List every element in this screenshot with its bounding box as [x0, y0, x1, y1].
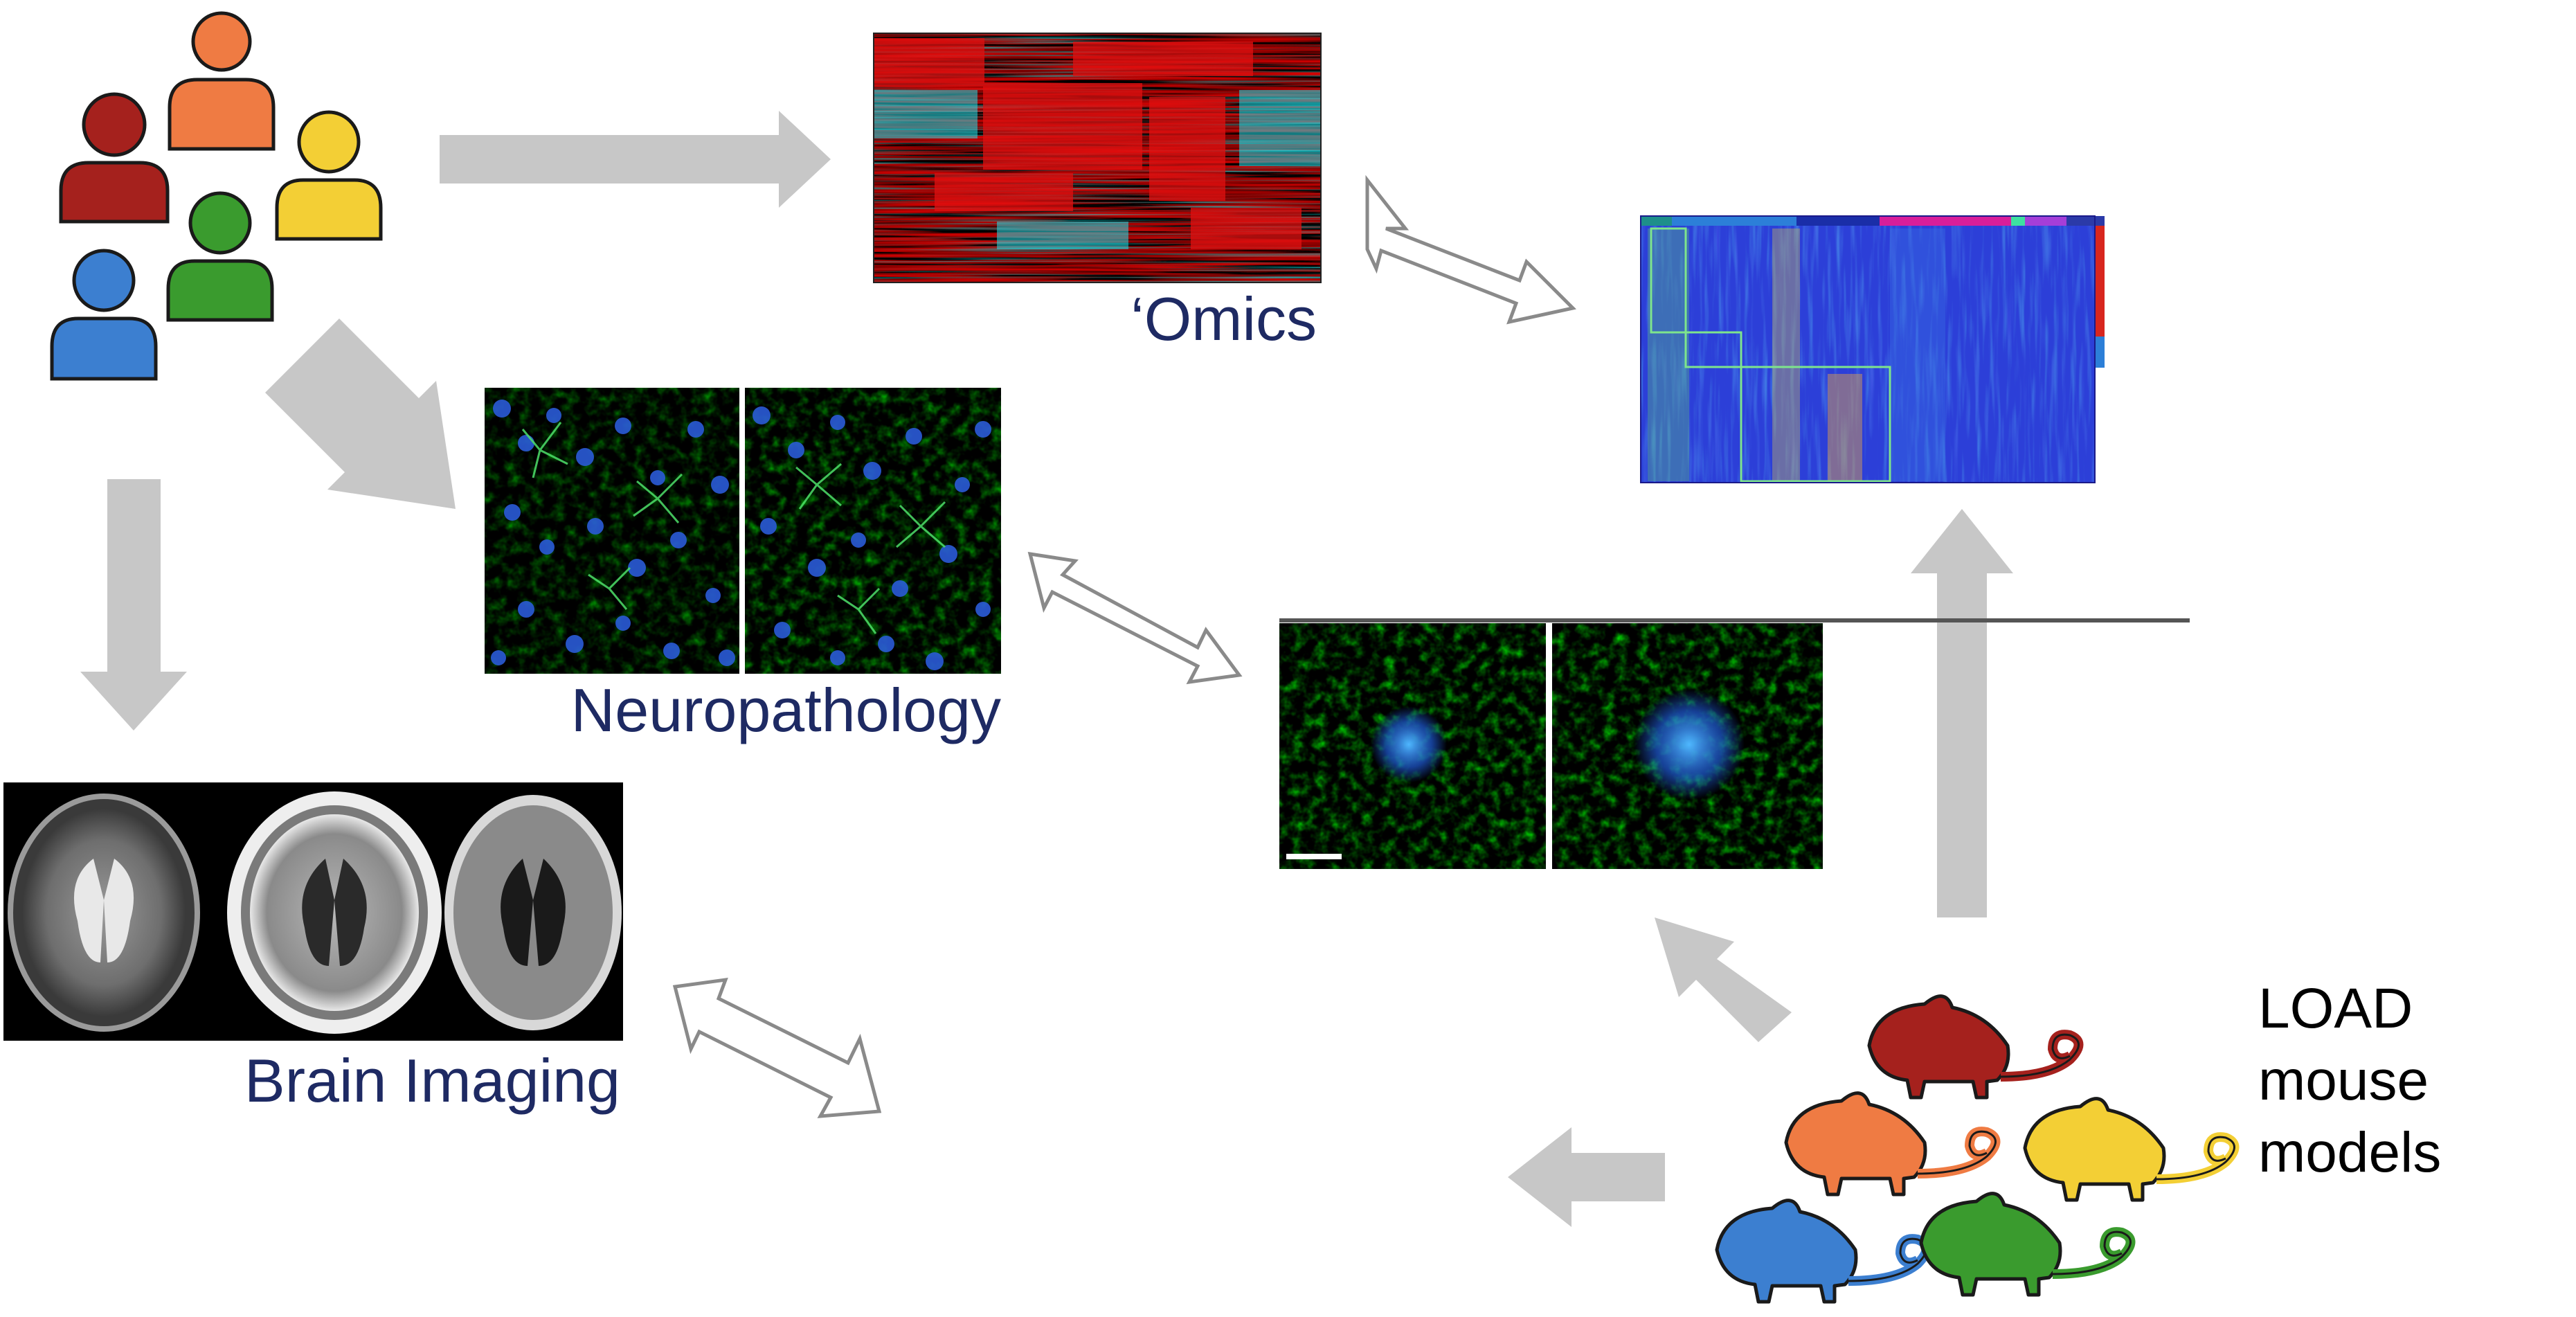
people-group-icon: [50, 11, 383, 381]
person-icon: [275, 110, 383, 241]
arrow-mice-to-network: [1911, 509, 2013, 917]
arrow-mice-to-left: [1508, 1127, 1665, 1227]
arrow-people-to-omics: [440, 111, 831, 208]
person-icon: [50, 249, 158, 381]
mouse-group-icon: [1715, 994, 2240, 1304]
load-label-line3: models: [2258, 1121, 2442, 1184]
person-icon: [166, 191, 274, 322]
brain-imaging-label: Brain Imaging: [244, 1046, 620, 1115]
double-headed-arrow-icon: [1365, 174, 1577, 325]
arrow-people-to-neuropathology: [265, 319, 456, 509]
mri-slice: [444, 795, 622, 1030]
omics-label: ‘Omics: [1131, 285, 1317, 353]
double-arrows: [672, 174, 1577, 1118]
network-heatmap-image: [1640, 215, 2105, 483]
load-label-line1: LOAD: [2258, 977, 2413, 1040]
person-icon: [59, 92, 170, 224]
neuropathology-image: [485, 388, 1001, 674]
load-label-line2: mouse: [2258, 1049, 2429, 1112]
mouse-icon: [1715, 1199, 1931, 1304]
mouse-icon: [1919, 1192, 2136, 1297]
brain-imaging-image: [3, 782, 623, 1041]
mri-slice: [8, 794, 200, 1032]
neuropathology-label: Neuropathology: [570, 676, 1001, 744]
arrows: [80, 111, 2013, 1227]
arrow-mice-to-mouse-pathology: [1655, 917, 1792, 1042]
scale-bar: [1286, 854, 1342, 859]
mouse-icon: [1867, 994, 2084, 1100]
mri-slice: [227, 791, 442, 1034]
arrow-people-to-imaging: [80, 479, 187, 731]
nuclei: [491, 400, 991, 670]
double-headed-arrow-icon: [1027, 551, 1243, 685]
omics-heatmap-image: [873, 33, 1322, 283]
mouse-pathology-image: [1279, 618, 2190, 869]
mouse-icon: [1784, 1091, 2001, 1197]
load-mouse-models-label: LOAD mouse models: [2258, 973, 2441, 1189]
double-headed-arrow-icon: [672, 977, 882, 1118]
person-icon: [168, 11, 276, 151]
mouse-icon: [2023, 1097, 2240, 1202]
